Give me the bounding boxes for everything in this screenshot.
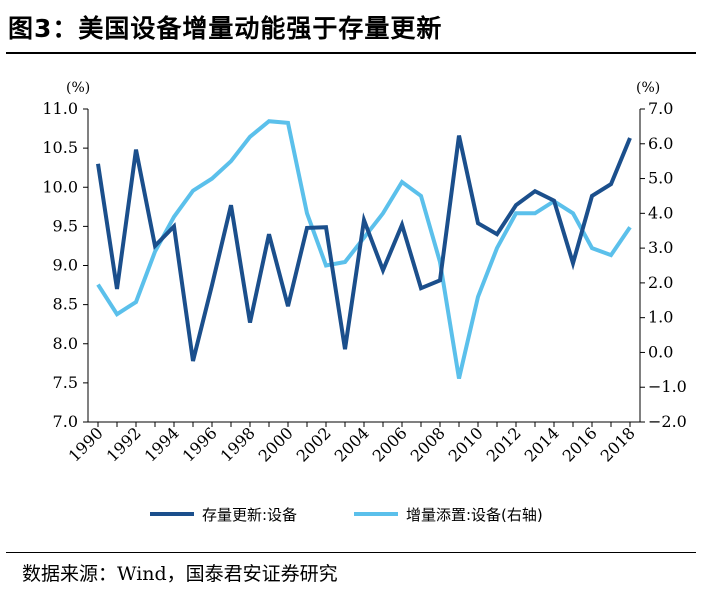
legend-label-incremental: 增量添置:设备(右轴) — [406, 506, 543, 524]
x-axis-tick-label: 2002 — [293, 423, 335, 465]
left-axis-tick-label: 7.5 — [53, 373, 78, 392]
legend-label-stock-renewal: 存量更新:设备 — [202, 506, 297, 524]
left-axis-tick-label: 11.0 — [42, 99, 78, 118]
right-axis-unit: (%) — [636, 80, 660, 96]
left-axis-unit: (%) — [66, 80, 90, 96]
right-axis-tick-label: 7.0 — [648, 99, 673, 118]
x-axis-tick-label: 2010 — [445, 423, 487, 465]
x-axis-tick-label: 1998 — [217, 423, 259, 465]
x-axis-tick-label: 2018 — [597, 423, 639, 465]
x-axis-tick-label: 1992 — [103, 423, 145, 465]
data-source: 数据来源：Wind，国泰君安证券研究 — [22, 563, 338, 585]
series-lines — [96, 119, 632, 379]
x-axis-tick-label: 1994 — [141, 423, 183, 465]
line-chart: 7.0 7.5 8.0 8.5 9.0 9.5 10.0 10.5 11.0 −2.0 −1.0 0… — [42, 80, 687, 524]
x-axis-tick-label: 2006 — [369, 423, 411, 465]
right-axis-tick-label: 6.0 — [648, 134, 673, 153]
series-line-incremental — [96, 119, 632, 379]
figure-title: 图3：美国设备增量动能强于存量更新 — [8, 14, 443, 43]
x-axis-tick-label: 1996 — [179, 423, 221, 465]
x-axis-tick-label: 2000 — [255, 423, 297, 465]
left-axis-tick-label: 8.5 — [53, 295, 78, 314]
left-axis-tick-label: 7.0 — [53, 412, 78, 431]
left-axis-tick-label: 9.0 — [53, 256, 78, 275]
x-axis-tick-label: 2004 — [331, 423, 373, 465]
left-axis-tick-label: 8.0 — [53, 334, 78, 353]
left-axis-ticks: 7.0 7.5 8.0 8.5 9.0 9.5 10.0 10.5 11.0 — [42, 99, 88, 431]
right-axis-tick-label: 3.0 — [648, 238, 673, 257]
right-axis-tick-label: −2.0 — [648, 412, 687, 431]
right-axis-tick-label: 0.0 — [648, 342, 673, 361]
right-axis-ticks: −2.0 −1.0 0.0 1.0 2.0 3.0 4.0 5.0 6.0 7.0 — [640, 99, 687, 431]
right-axis-tick-label: −1.0 — [648, 377, 687, 396]
legend: 存量更新:设备 增量添置:设备(右轴) — [150, 506, 543, 524]
x-axis-tick-label: 2008 — [407, 423, 449, 465]
left-axis-tick-label: 10.0 — [42, 177, 78, 196]
right-axis-tick-label: 4.0 — [648, 203, 673, 222]
x-axis-tick-label: 2014 — [521, 423, 563, 465]
x-axis-tick-label: 2016 — [559, 423, 601, 465]
right-axis-tick-label: 5.0 — [648, 169, 673, 188]
left-axis-tick-label: 10.5 — [42, 138, 78, 157]
left-axis-tick-label: 9.5 — [53, 216, 78, 235]
right-axis-tick-label: 2.0 — [648, 273, 673, 292]
title-divider — [6, 52, 696, 54]
series-line-stock-renewal — [96, 135, 632, 362]
source-divider — [6, 552, 696, 553]
x-axis-tick-label: 2012 — [483, 423, 525, 465]
x-axis-ticks: 1990199219941996199820002002200420062008… — [65, 422, 639, 466]
right-axis-tick-label: 1.0 — [648, 308, 673, 327]
